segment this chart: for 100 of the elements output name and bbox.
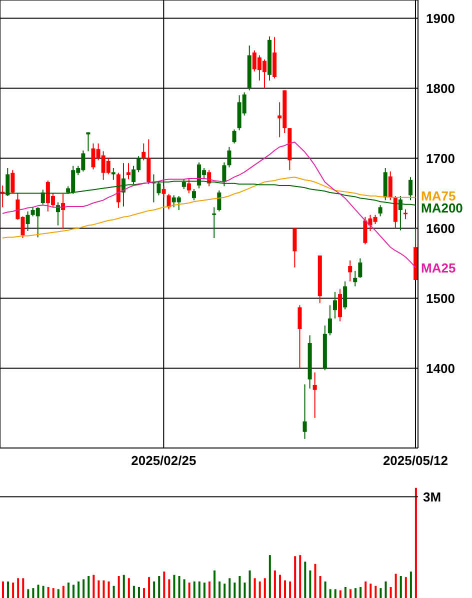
bar	[404, 577, 407, 598]
x-tick-label: 2025/02/25	[131, 453, 196, 468]
bar	[334, 589, 336, 598]
bar	[178, 576, 180, 598]
candlestick	[217, 190, 222, 212]
candlestick	[353, 270, 358, 287]
bar	[374, 586, 377, 598]
bar	[254, 578, 256, 598]
bar	[173, 574, 176, 598]
bar	[158, 576, 160, 598]
bar	[264, 578, 266, 598]
bar	[299, 555, 302, 598]
candlestick	[10, 170, 15, 194]
x-tick-label: 2025/05/12	[382, 453, 448, 468]
bar	[22, 578, 24, 598]
bar	[268, 555, 271, 598]
bar	[98, 580, 100, 598]
bar	[138, 586, 140, 598]
y-tick-label: 1400	[426, 360, 455, 376]
bar	[163, 572, 166, 598]
candlestick	[388, 171, 392, 201]
bar	[349, 589, 352, 598]
bar	[360, 586, 362, 598]
bar	[128, 578, 130, 598]
bar	[354, 588, 357, 598]
series-label: MA25	[421, 260, 456, 276]
candlestick	[408, 176, 413, 201]
bar	[32, 588, 34, 598]
bar	[248, 570, 251, 598]
bar	[314, 564, 316, 598]
candlestick	[162, 186, 166, 198]
candlestick	[232, 129, 236, 144]
line-series	[2, 176, 416, 238]
bar	[183, 579, 186, 598]
candlestick	[212, 206, 216, 238]
bar	[52, 588, 54, 598]
bar	[284, 580, 286, 598]
bar	[224, 584, 226, 598]
bar	[218, 581, 221, 598]
y-tick-label: 1700	[426, 150, 455, 166]
bar	[47, 586, 50, 598]
candlestick	[292, 228, 297, 268]
bar	[112, 586, 115, 598]
bar	[414, 488, 417, 598]
candlestick	[312, 372, 317, 418]
bar	[143, 588, 146, 598]
bar	[278, 574, 281, 598]
bar	[118, 576, 120, 598]
bar	[258, 581, 261, 598]
bar	[339, 590, 342, 598]
candlestick	[142, 143, 146, 161]
bar	[410, 572, 412, 598]
bar	[62, 586, 64, 598]
bar	[12, 582, 14, 598]
bar	[228, 578, 231, 598]
candlestick	[302, 384, 307, 440]
bar	[319, 576, 322, 598]
bar	[88, 576, 90, 598]
bar	[67, 582, 70, 598]
bar	[188, 582, 190, 598]
candlestick	[358, 258, 362, 278]
bar	[344, 586, 346, 598]
bar	[122, 574, 125, 598]
bar	[309, 570, 312, 598]
y-tick-label: 1800	[426, 80, 455, 96]
candlestick	[26, 210, 30, 232]
bar	[214, 570, 216, 598]
bar	[78, 581, 80, 598]
bar	[92, 574, 95, 598]
candlestick	[192, 188, 196, 201]
bar	[72, 584, 75, 598]
candlestick	[298, 304, 302, 369]
bar	[370, 584, 372, 598]
y-tick-label: 1900	[426, 10, 455, 26]
bar	[380, 588, 382, 598]
bar	[193, 581, 196, 598]
bar	[394, 574, 397, 598]
bar	[400, 576, 402, 598]
candlestick	[111, 168, 116, 180]
bar	[390, 586, 392, 598]
bar	[329, 589, 332, 598]
bar	[289, 581, 292, 598]
candlestick	[186, 178, 191, 194]
bar	[102, 580, 105, 598]
bar	[238, 576, 241, 598]
bar	[153, 581, 156, 598]
y-tick-label: 1500	[426, 290, 455, 306]
candlestick	[348, 260, 352, 282]
candlestick	[332, 291, 337, 319]
bar	[57, 589, 60, 598]
candlestick	[126, 162, 131, 180]
y-tick-label: 1600	[426, 220, 455, 236]
bar	[2, 581, 4, 598]
bar	[42, 586, 44, 598]
candlestick	[86, 132, 90, 152]
bar	[304, 562, 306, 598]
candlestick	[328, 304, 332, 336]
candlestick	[338, 288, 342, 322]
bar	[244, 582, 246, 598]
bar	[27, 589, 30, 598]
